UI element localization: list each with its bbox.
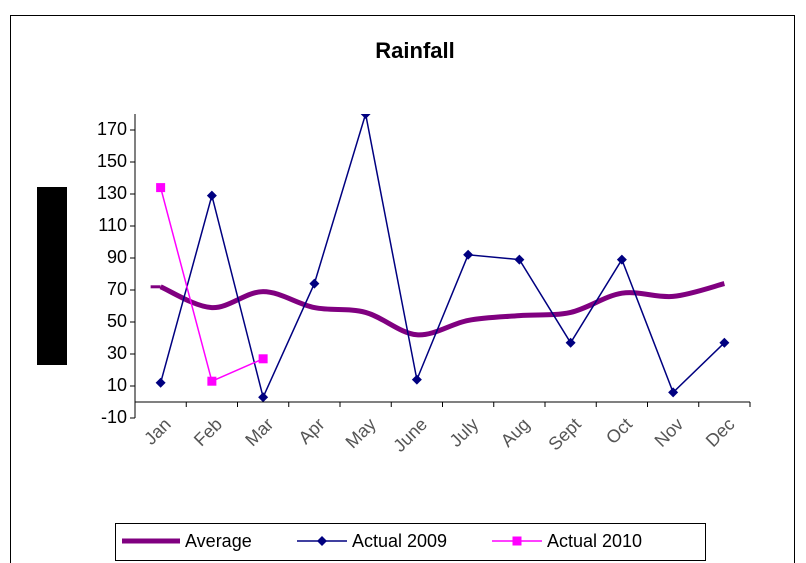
- series-line: [159, 114, 725, 400]
- marker: [463, 249, 474, 260]
- legend-box: [115, 523, 706, 561]
- marker: [616, 254, 627, 265]
- chart-border: [10, 15, 795, 563]
- marker: [206, 190, 217, 201]
- plot-area: [150, 114, 730, 403]
- y-tick-label: 50: [107, 311, 127, 331]
- y-tick-label: 30: [107, 343, 127, 363]
- y-tick-label: -10: [101, 407, 127, 427]
- y-tick-label: 110: [98, 215, 127, 235]
- marker: [309, 278, 320, 289]
- marker: [411, 374, 422, 385]
- marker: [719, 337, 730, 348]
- marker: [156, 183, 166, 193]
- legend-marker: [317, 536, 327, 546]
- marker: [565, 337, 576, 348]
- marker: [207, 376, 217, 386]
- marker: [258, 354, 268, 364]
- legend-label: Average: [185, 531, 252, 551]
- marker: [514, 254, 525, 265]
- marker: [360, 114, 371, 119]
- y-tick-label: 10: [107, 375, 127, 395]
- chart-title: Rainfall: [375, 38, 454, 63]
- series-line: [159, 281, 726, 338]
- legend-label: Actual 2009: [352, 531, 447, 551]
- y-tick-label: 150: [97, 151, 127, 171]
- y-tick-label: 90: [107, 247, 127, 267]
- marker: [668, 387, 679, 398]
- y-tick-label: 70: [107, 279, 127, 299]
- y-tick-label: 130: [97, 183, 127, 203]
- redacted-axis-title: [37, 187, 67, 365]
- y-tick-label: 170: [97, 119, 127, 139]
- marker: [155, 377, 166, 388]
- legend-marker: [512, 536, 522, 546]
- legend-label: Actual 2010: [547, 531, 642, 551]
- marker: [258, 392, 269, 403]
